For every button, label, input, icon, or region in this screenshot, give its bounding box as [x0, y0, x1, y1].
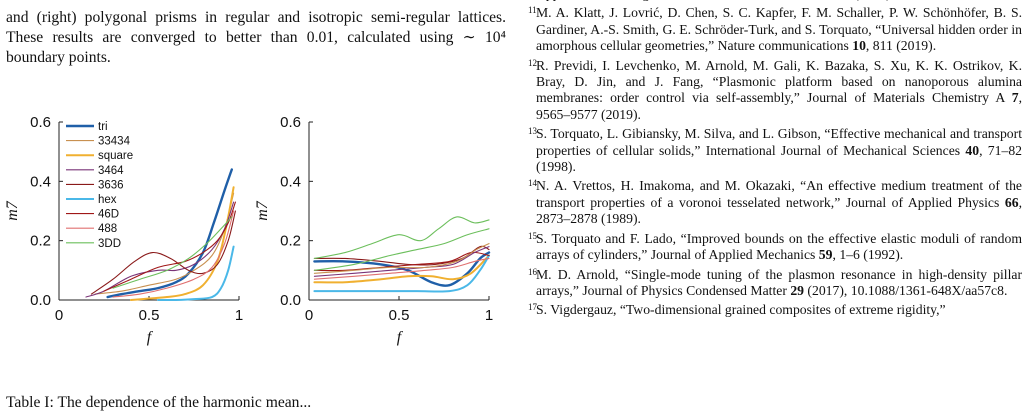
x-tick-label: 0.5: [139, 307, 160, 324]
figure-charts: 0.0 0.2 0.4 0.6 0 0.5 1 f m7 tri 33434 square 3464 36…: [4, 114, 493, 346]
reference-text: S. Vigdergauz, “Two-dimensional grained …: [536, 302, 946, 318]
reference-item: 14 N. A. Vrettos, H. Imakoma, and M. Okaz…: [528, 178, 1022, 227]
reference-item: 17 S. Vigdergauz, “Two-dimensional graine…: [528, 302, 1022, 318]
reference-item: 12 R. Previdi, I. Levchenko, M. Arnold, M…: [528, 58, 1022, 124]
y-tick-label: 0.2: [30, 233, 51, 250]
bottom-fragment: Table I: The dependence of the harmonic …: [6, 394, 312, 411]
series-line: [112, 210, 235, 298]
legend-label: 3DD: [98, 238, 121, 250]
series-line: [157, 245, 235, 302]
series-line: [313, 243, 490, 274]
series-line: [106, 168, 233, 299]
y-tick-label: 0.4: [30, 173, 51, 190]
legend-label: 488: [98, 223, 117, 235]
reference-text: S. Torquato, L. Gibiansky, M. Silva, and…: [536, 126, 1023, 175]
reference-text: N. A. Vrettos, H. Imakoma, and M. Okazak…: [536, 178, 1022, 227]
x-tick-label: 0: [55, 307, 63, 324]
x-tick-label: 0.5: [389, 307, 410, 324]
y-tick-label: 0.6: [30, 114, 51, 131]
legend-label: 33434: [98, 136, 131, 148]
legend-label: 3464: [98, 165, 124, 177]
y-tick-label: 0.0: [30, 292, 51, 309]
reference-item: 13 S. Torquato, L. Gibiansky, M. Silva, a…: [528, 126, 1022, 175]
reference-number: 17: [528, 302, 537, 313]
x-axis-label: f: [147, 329, 154, 346]
reference-item: 15 S. Torquato and F. Lado, “Improved bou…: [528, 231, 1022, 264]
y-tick-label: 0.6: [280, 114, 301, 131]
reference-text: R. Previdi, I. Levchenko, M. Arnold, M. …: [536, 57, 1022, 122]
reference-text: S. Torquato and F. Lado, “Improved bound…: [536, 230, 1022, 263]
y-tick-label: 0.4: [280, 173, 301, 190]
legend-label: hex: [98, 194, 117, 206]
x-axis-label: f: [397, 329, 404, 346]
reference-number: 15: [528, 230, 537, 241]
legend-label: 3636: [98, 179, 124, 191]
series-line: [112, 216, 233, 289]
x-tick-label: 1: [235, 307, 243, 324]
legend-label: square: [98, 150, 133, 162]
reference-list: Applications and algorithms,” SIAM revie…: [528, 0, 1022, 322]
x-tick-label: 1: [485, 307, 493, 324]
reference-item: Applications and algorithms,” SIAM revie…: [528, 0, 1022, 2]
reference-number: 14: [528, 178, 537, 189]
reference-item: 16 M. D. Arnold, “Single-mode tuning of t…: [528, 267, 1022, 300]
y-axis-label: m7: [254, 200, 271, 221]
reference-text: M. A. Klatt, J. Lovrić, D. Chen, S. C. K…: [536, 5, 1022, 54]
legend-label: 46D: [98, 209, 119, 221]
series-line: [103, 201, 236, 292]
series-line: [313, 254, 490, 284]
body-paragraph: and (right) polygonal prisms in regular …: [6, 8, 506, 68]
reference-number: 11: [528, 5, 537, 16]
reference-text: Applications and algorithms,” SIAM revie…: [536, 0, 894, 1]
x-tick-label: 0: [305, 307, 313, 324]
reference-number: 13: [528, 126, 537, 137]
series-line: [313, 254, 490, 293]
series-line: [90, 210, 236, 295]
series-line: [313, 228, 490, 271]
body-paragraph-text: and (right) polygonal prisms in regular …: [6, 9, 506, 66]
series-line: [313, 216, 490, 260]
reference-number: 16: [528, 266, 537, 277]
series-line: [313, 251, 491, 287]
series-line: [313, 257, 490, 280]
reference-text: M. D. Arnold, “Single-mode tuning of the…: [536, 266, 1022, 298]
y-tick-label: 0.2: [280, 233, 301, 250]
legend-label: tri: [98, 121, 108, 133]
reference-item: 11 M. A. Klatt, J. Lovrić, D. Chen, S. C.…: [528, 5, 1022, 54]
y-axis-label: m7: [4, 200, 21, 221]
reference-number: 12: [528, 57, 537, 68]
y-tick-label: 0.0: [280, 292, 301, 309]
series-line: [313, 245, 490, 266]
